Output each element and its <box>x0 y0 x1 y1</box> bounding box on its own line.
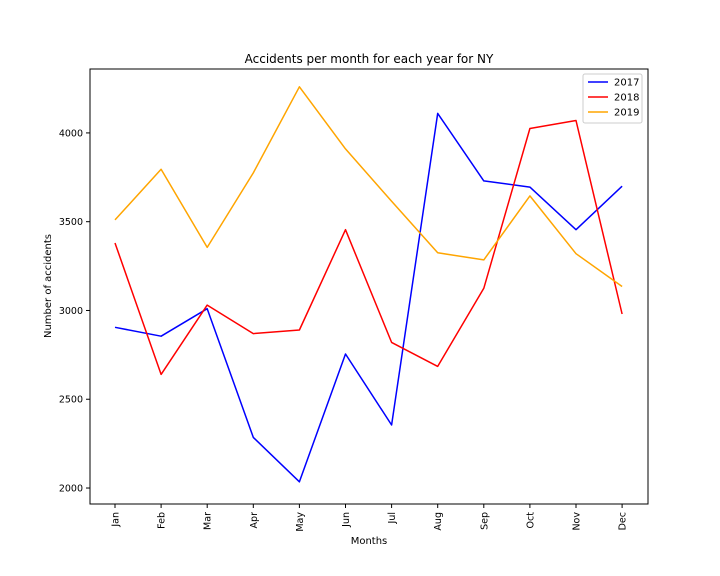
x-tick-label: May <box>295 512 306 532</box>
x-tick-label: Apr <box>249 512 260 529</box>
series-lines <box>114 86 623 483</box>
legend-label-2019: 2019 <box>614 108 639 119</box>
x-tick-label: Jun <box>341 512 352 528</box>
x-axis: Jan Feb Mar Apr May Jun Jul Aug Sep Oct Nov Dec <box>111 504 629 532</box>
chart-title: Accidents per month for each year for NY <box>245 52 494 66</box>
legend: 2017 2018 2019 <box>582 73 643 124</box>
x-tick-label: Feb <box>157 512 168 529</box>
x-axis-label: Months <box>351 536 388 547</box>
legend-label-2018: 2018 <box>614 93 639 104</box>
legend-box <box>582 73 643 124</box>
plot-area <box>89 68 649 505</box>
y-tick-label: 3000 <box>59 306 83 317</box>
legend-label-2017: 2017 <box>614 78 639 89</box>
y-tick-label: 2500 <box>59 395 83 406</box>
series-line-2017 <box>114 112 623 483</box>
x-tick-label: Oct <box>525 512 536 529</box>
x-tick-label: Mar <box>203 512 214 530</box>
y-tick-label: 4000 <box>59 128 83 139</box>
series-line-2018 <box>114 119 623 376</box>
x-tick-label: Dec <box>618 512 629 530</box>
x-tick-label: Aug <box>433 512 444 531</box>
y-tick-label: 2000 <box>59 484 83 495</box>
x-tick-label: Nov <box>572 512 583 531</box>
series-line-2019 <box>114 86 623 288</box>
y-tick-label: 3500 <box>59 217 83 228</box>
x-tick-label: Sep <box>479 512 490 530</box>
x-tick-label: Jul <box>387 512 398 524</box>
y-axis-label: Number of accidents <box>43 234 54 338</box>
x-tick-label: Jan <box>111 512 122 528</box>
y-axis: 2000 2500 3000 3500 4000 <box>59 128 90 495</box>
